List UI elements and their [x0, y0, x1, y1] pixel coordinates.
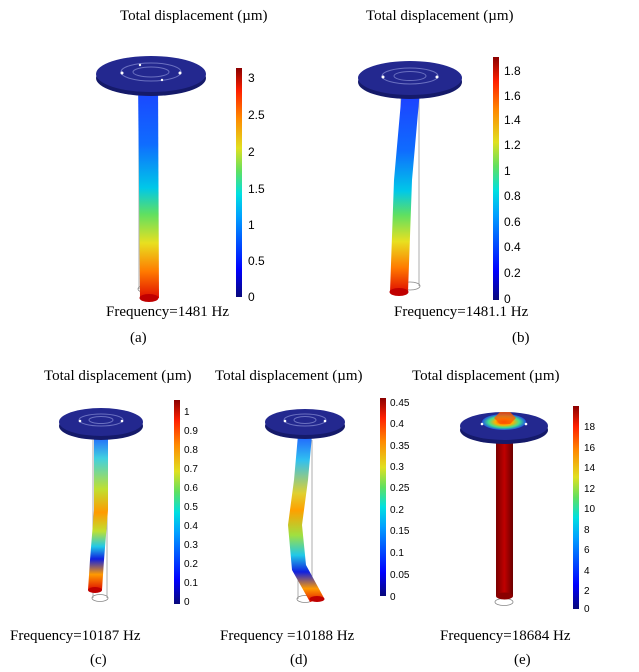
- panel-b-tick: 1.2: [504, 138, 521, 152]
- panel-b-label: (b): [512, 330, 530, 346]
- panel-c-label: (c): [90, 652, 107, 668]
- panel-e-tick: 12: [584, 484, 596, 495]
- panel-c-frequency: Frequency=10187 Hz: [10, 628, 141, 644]
- panel-d-tick: 0.2: [390, 505, 404, 516]
- panel-a-tick: 1: [248, 218, 255, 232]
- panel-e-tick: 4: [584, 566, 590, 577]
- panel-e-model: [460, 412, 548, 606]
- panel-b-model: [358, 61, 462, 296]
- panel-c-tick: 0.4: [184, 521, 198, 532]
- panel-b-tick: 1.4: [504, 113, 521, 127]
- panel-a-title: Total displacement (µm): [120, 8, 268, 24]
- panel-e-colorbar: [573, 406, 579, 609]
- panel-d-tick: 0.1: [390, 548, 404, 559]
- panel-d-ticks: 0.45 0.4 0.35 0.3 0.25 0.2 0.15 0.1 0.05…: [390, 398, 410, 603]
- panel-a-label: (a): [130, 330, 147, 346]
- panel-b-tick: 0.4: [504, 240, 521, 254]
- panel-c-tick: 0: [184, 597, 190, 608]
- panel-d-tick: 0.05: [390, 570, 410, 581]
- panel-d-label: (d): [290, 652, 308, 668]
- panel-a-tick: 0.5: [248, 254, 265, 268]
- panel-d-tick: 0.3: [390, 462, 404, 473]
- panel-d-tick: 0.35: [390, 441, 410, 452]
- panel-c-tick: 0.9: [184, 426, 198, 437]
- panel-b-tick: 0: [504, 292, 511, 306]
- panel-d-title: Total displacement (µm): [215, 368, 363, 384]
- panel-b-tick: 1: [504, 164, 511, 178]
- panel-b-ticks: 1.8 1.6 1.4 1.2 1 0.8 0.6 0.4 0.2 0: [504, 64, 521, 306]
- panel-c-tick: 0.3: [184, 540, 198, 551]
- panel-e-tick: 8: [584, 525, 590, 536]
- panel-a-tick: 2: [248, 145, 255, 159]
- panel-c-tick: 0.6: [184, 483, 198, 494]
- panel-d-tick: 0.4: [390, 419, 404, 430]
- panel-a-colorbar: [236, 68, 242, 297]
- panel-e-title: Total displacement (µm): [412, 368, 560, 384]
- panel-d-model: [265, 409, 345, 603]
- panel-b-tick: 0.6: [504, 215, 521, 229]
- panel-e-ticks: 18 16 14 12 10 8 6 4 2 0: [584, 422, 596, 615]
- panel-b-colorbar: [493, 57, 499, 300]
- panel-b-tick: 0.2: [504, 266, 521, 280]
- panel-c-title: Total displacement (µm): [44, 368, 192, 384]
- panel-a-ticks: 3 2.5 2 1.5 1 0.5 0: [248, 71, 265, 304]
- panel-e-tick: 14: [584, 463, 596, 474]
- panel-d-frequency: Frequency =10188 Hz: [220, 628, 355, 644]
- panel-d-tick: 0.45: [390, 398, 410, 409]
- panel-a-tick: 0: [248, 290, 255, 304]
- panel-c-ticks: 1 0.9 0.8 0.7 0.6 0.5 0.4 0.3 0.2 0.1 0: [184, 407, 198, 608]
- panel-c-model: [59, 408, 143, 602]
- panel-d-tick: 0.15: [390, 526, 410, 537]
- panel-e-tick: 6: [584, 545, 590, 556]
- panel-b-tick: 1.8: [504, 64, 521, 78]
- panel-a-model: [96, 56, 206, 302]
- panel-a-tick: 2.5: [248, 108, 265, 122]
- panel-e-frequency: Frequency=18684 Hz: [440, 628, 571, 644]
- panel-c-tick: 0.5: [184, 502, 198, 513]
- panel-c-tick: 0.8: [184, 445, 198, 456]
- panel-b-frequency: Frequency=1481.1 Hz: [394, 304, 529, 320]
- panel-c-tick: 0.1: [184, 578, 198, 589]
- panel-e-tick: 18: [584, 422, 596, 433]
- panel-a-tick: 1.5: [248, 182, 265, 196]
- panel-e-tick: 16: [584, 443, 596, 454]
- panel-c-tick: 0.7: [184, 464, 198, 475]
- panel-a-tick: 3: [248, 71, 255, 85]
- panel-c-colorbar: [174, 400, 180, 604]
- panel-d-colorbar: [380, 398, 386, 596]
- panel-a-frequency: Frequency=1481 Hz: [106, 304, 230, 320]
- panel-e-tick: 2: [584, 586, 590, 597]
- panel-b-title: Total displacement (µm): [366, 8, 514, 24]
- panel-e-tick: 0: [584, 604, 590, 615]
- panel-e-label: (e): [514, 652, 531, 668]
- panel-d-tick: 0.25: [390, 483, 410, 494]
- panel-b-tick: 0.8: [504, 189, 521, 203]
- panel-e-tick: 10: [584, 504, 596, 515]
- panel-d-tick: 0: [390, 592, 396, 603]
- panel-c-tick: 0.2: [184, 559, 198, 570]
- panel-c-tick: 1: [184, 407, 190, 418]
- panel-b-tick: 1.6: [504, 89, 521, 103]
